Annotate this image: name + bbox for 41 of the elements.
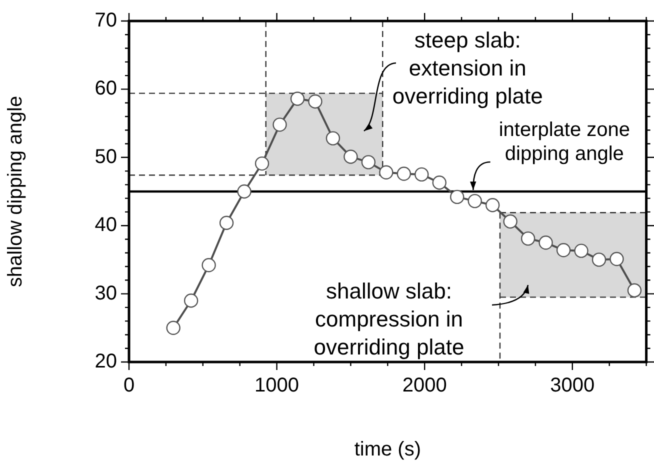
y-tick-label: 20 <box>94 350 117 373</box>
y-axis-title: shallow dipping angle <box>4 96 27 288</box>
annotation: interplate zone dipping angle <box>498 119 630 166</box>
x-tick-label: 2000 <box>402 374 447 397</box>
point <box>379 165 394 180</box>
point <box>308 94 322 109</box>
x-tick-label: 3000 <box>550 374 595 397</box>
y-tick-label: 30 <box>94 282 117 304</box>
x-tick-label: 0 <box>123 374 135 397</box>
x-axis-title: time (s) <box>354 438 421 461</box>
point <box>503 214 518 229</box>
point <box>574 244 588 258</box>
point <box>627 283 642 298</box>
point <box>432 176 446 190</box>
point <box>610 252 624 266</box>
point <box>326 131 340 146</box>
point <box>485 198 500 212</box>
point <box>202 258 216 272</box>
y-tick-label: 70 <box>94 10 117 32</box>
point <box>538 236 553 250</box>
point <box>184 294 198 308</box>
point <box>592 252 606 267</box>
annotation: steep slab: extension in overriding plate <box>392 27 543 108</box>
point <box>556 243 571 258</box>
point <box>344 150 358 164</box>
point <box>361 155 376 170</box>
y-tick-label: 60 <box>94 78 117 100</box>
y-tick-label: 50 <box>94 146 117 168</box>
point <box>520 231 536 246</box>
x-tick-label: 1000 <box>254 374 300 397</box>
point <box>237 184 252 199</box>
point <box>450 190 464 204</box>
y-tick-label: 40 <box>94 214 117 236</box>
point <box>396 166 412 181</box>
point <box>219 216 234 230</box>
annotation: shallow slab: compression in overriding plate <box>314 278 464 360</box>
point <box>290 92 305 106</box>
point <box>414 167 429 182</box>
point <box>254 156 270 171</box>
point <box>272 118 287 132</box>
point <box>468 194 482 208</box>
